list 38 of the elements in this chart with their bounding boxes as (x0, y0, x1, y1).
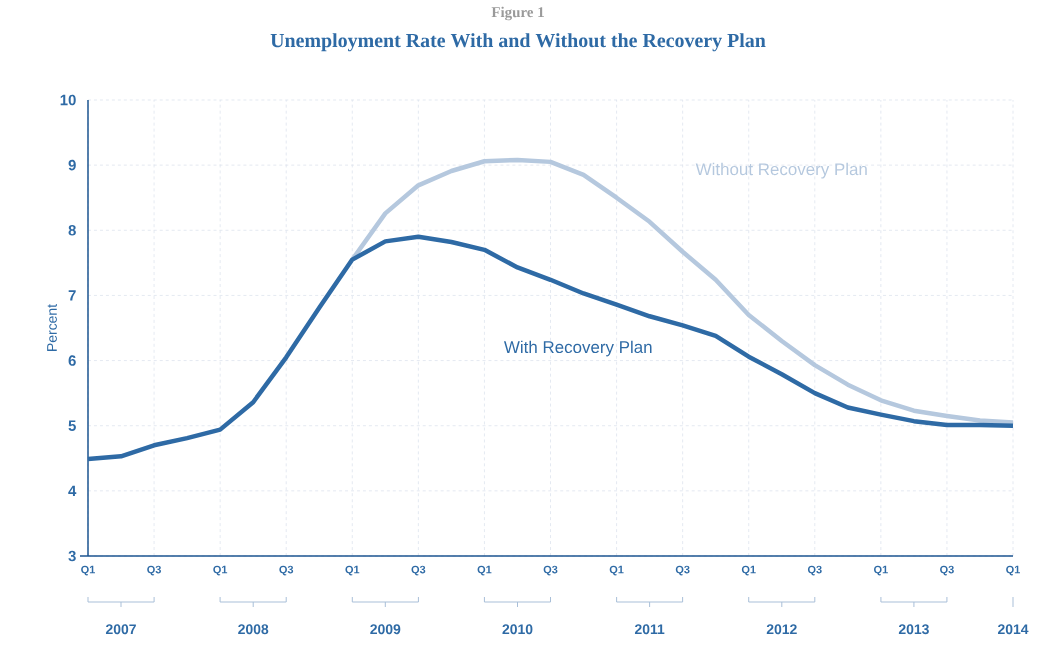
x-tick-label: Q3 (147, 565, 161, 576)
text: 2008 (238, 624, 269, 635)
text: 2009 (370, 624, 401, 635)
x-tick-label: Q1 (874, 565, 888, 576)
y-tick-label: 5 (68, 420, 76, 431)
y-tick-label: 3 (68, 550, 76, 562)
x-tick-label: Q3 (675, 565, 690, 576)
x-tick-label: Q1 (741, 565, 756, 576)
y-tick-label: 8 (68, 224, 76, 236)
x-tick-label: Q1 (609, 565, 624, 576)
text: 2014 (997, 624, 1029, 635)
x-tick-label: Q1 (345, 565, 360, 576)
y-tick-label: 6 (68, 355, 76, 366)
line-series (350, 157, 1016, 425)
text: Without Recovery Plan (695, 162, 867, 179)
x-tick-label: Q1 (1006, 565, 1021, 576)
text: 2012 (766, 624, 797, 635)
x-tick-label: Q3 (279, 565, 294, 576)
y-tick-label: 4 (68, 485, 77, 496)
y-tick-label: 9 (68, 159, 76, 171)
series-label: With Recovery Plan (503, 340, 652, 357)
text: 2010 (502, 624, 533, 635)
x-tick-label: Q1 (477, 565, 492, 576)
x-tick-label: Q1 (81, 565, 95, 576)
y-tick-label: 7 (68, 290, 76, 301)
x-tick-label: Q3 (940, 565, 954, 576)
text: 2013 (898, 624, 929, 635)
x-tick-label: Q3 (411, 565, 426, 576)
y-axis-title: Percent (47, 304, 57, 351)
x-tick-label: Q1 (213, 565, 228, 576)
caption: Figure 1 (491, 6, 544, 21)
text: 2011 (634, 624, 665, 635)
chart-title: Unemployment Rate With and Without the Recovery Plan (270, 33, 766, 52)
x-tick-label: Q3 (543, 565, 558, 576)
x-tick-label: Q3 (807, 565, 822, 576)
line-series (85, 234, 1016, 462)
text: 2007 (105, 624, 136, 635)
y-tick-label: 10 (60, 94, 76, 106)
